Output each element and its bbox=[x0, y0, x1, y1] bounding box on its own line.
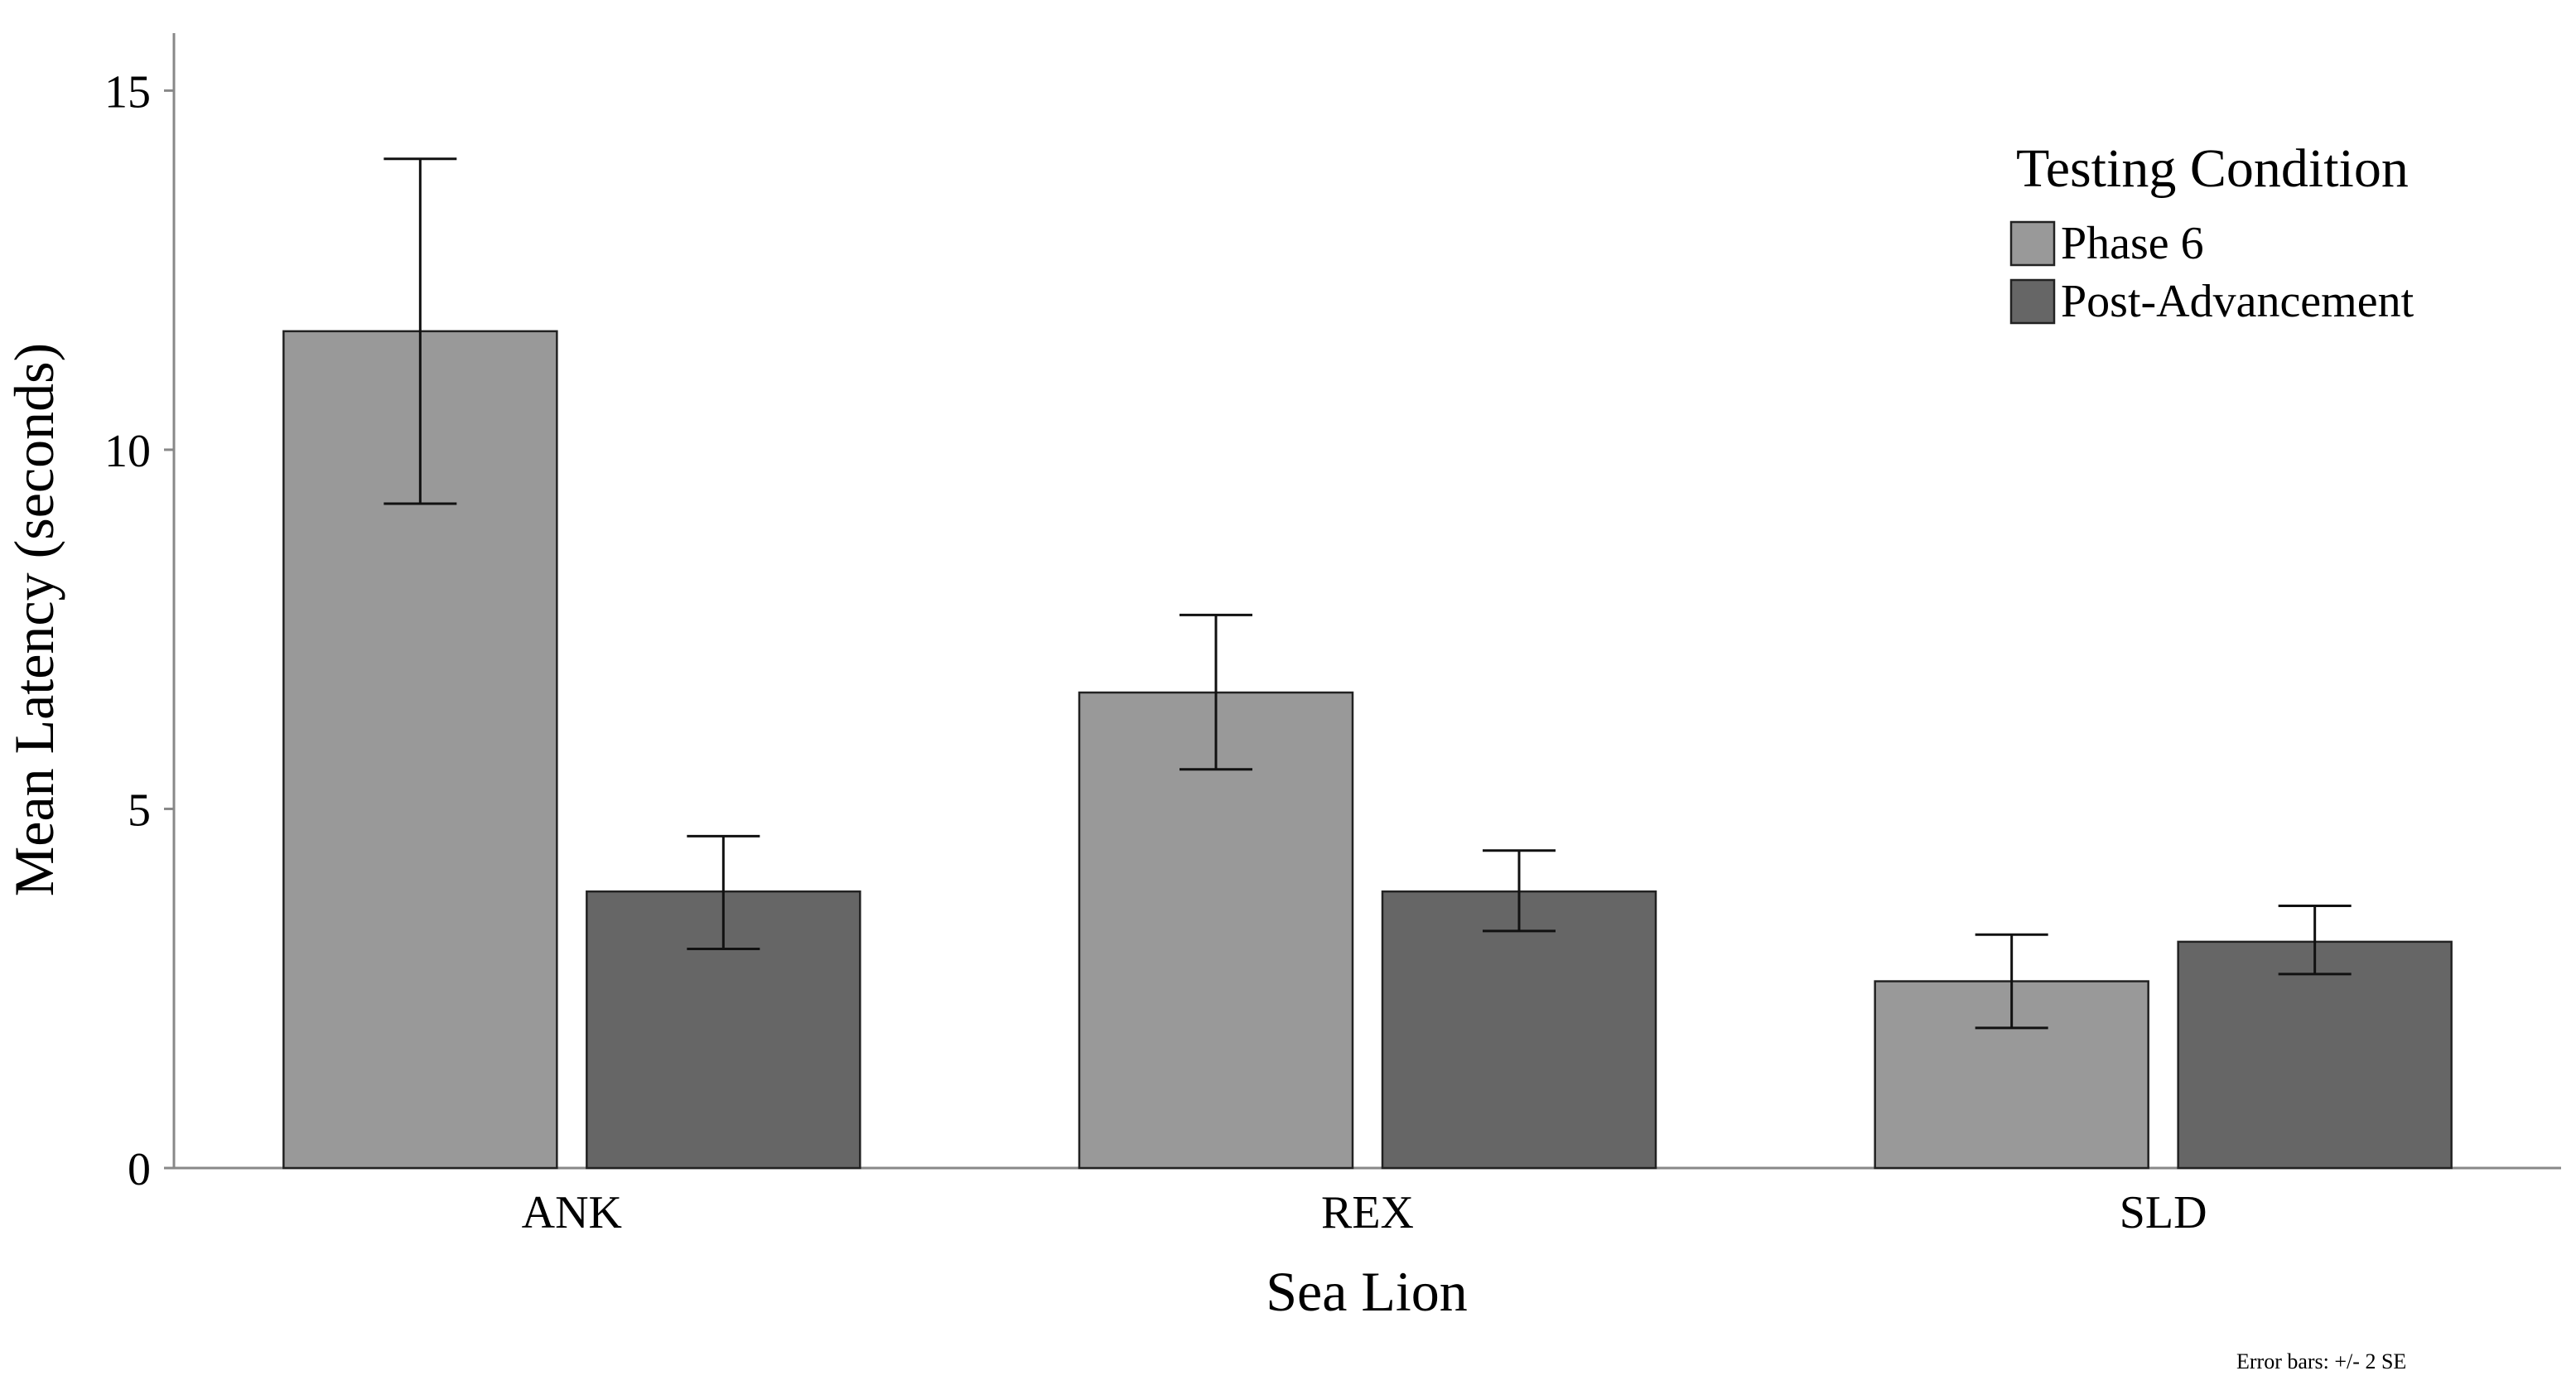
x-axis-title: Sea Lion bbox=[1266, 1260, 1468, 1323]
bar bbox=[1381, 890, 1657, 1170]
legend-swatch bbox=[2009, 278, 2056, 325]
labels-group: Mean Latency (seconds) Sea Lion Error ba… bbox=[2, 343, 2406, 1373]
y-tick-label: 15 bbox=[104, 66, 151, 118]
bar bbox=[2177, 940, 2453, 1170]
axes: 0 5 10 15 ANK REX SLD bbox=[104, 33, 2561, 1238]
legend-label: Phase 6 bbox=[2061, 218, 2204, 269]
x-tick-label: REX bbox=[1321, 1187, 1414, 1238]
y-tick-label: 5 bbox=[128, 784, 151, 836]
bars-group bbox=[282, 330, 2453, 1170]
legend: Testing Condition Phase 6 Post-Advancemen… bbox=[2009, 138, 2414, 327]
legend-title: Testing Condition bbox=[2016, 138, 2409, 199]
bar bbox=[1078, 691, 1354, 1170]
legend-swatch bbox=[2009, 220, 2056, 267]
y-tick-label: 0 bbox=[128, 1144, 151, 1195]
y-axis-title: Mean Latency (seconds) bbox=[2, 343, 65, 896]
error-bar-footnote: Error bars: +/- 2 SE bbox=[2236, 1349, 2406, 1373]
y-tick-label: 10 bbox=[104, 426, 151, 477]
x-tick-label: SLD bbox=[2120, 1187, 2207, 1238]
legend-label: Post-Advancement bbox=[2061, 276, 2414, 327]
x-tick-label: ANK bbox=[522, 1187, 622, 1238]
error-bars-group bbox=[384, 157, 2352, 1030]
